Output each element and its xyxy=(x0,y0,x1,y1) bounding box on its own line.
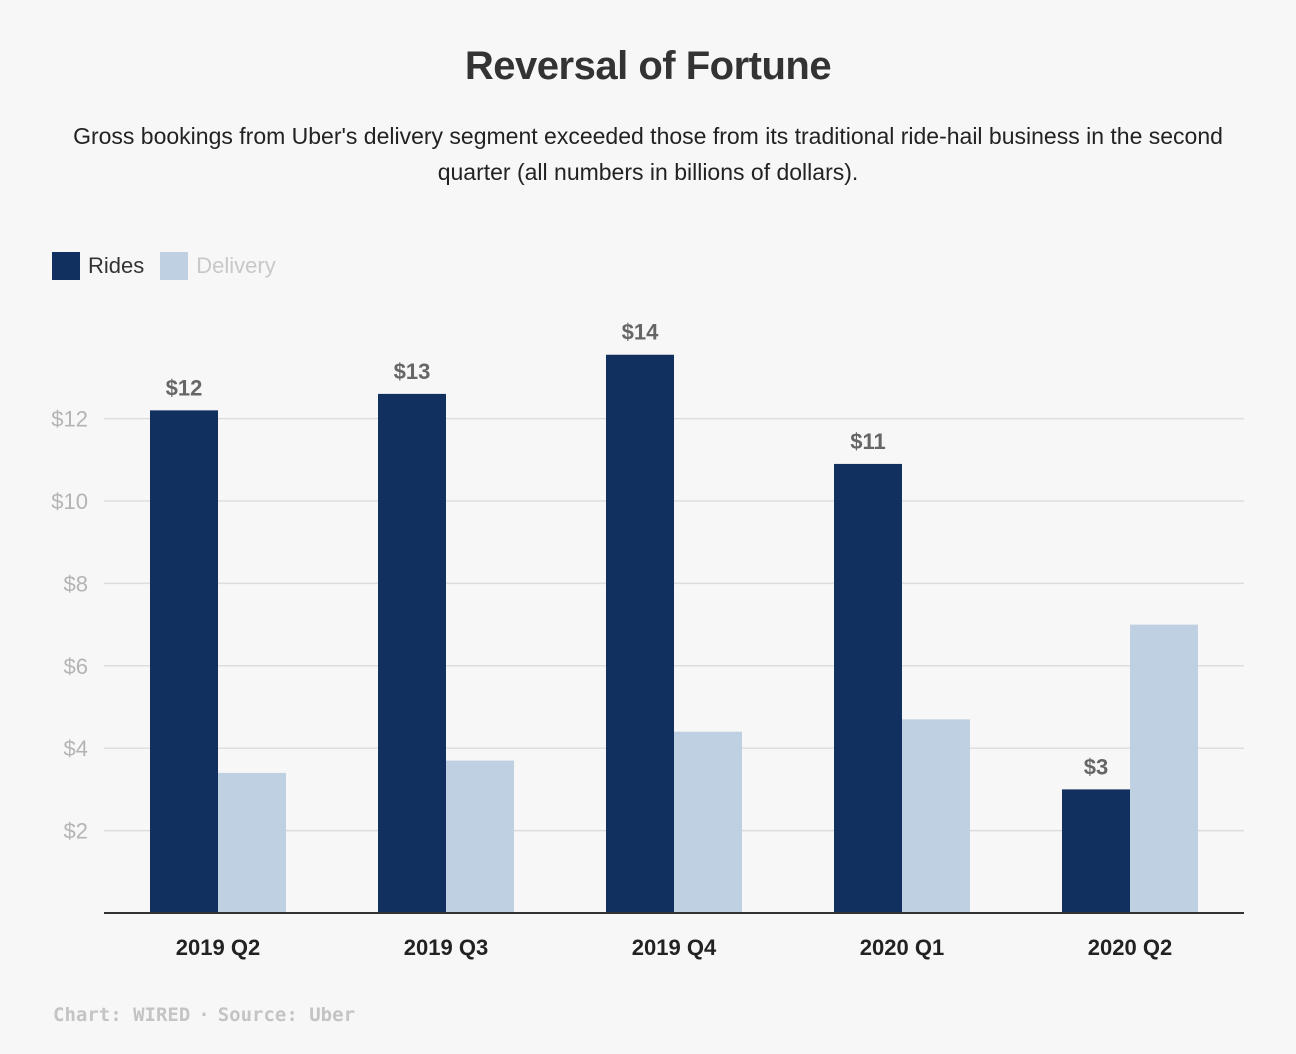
bar-rides-2 xyxy=(606,354,674,913)
legend: Rides Delivery xyxy=(52,252,292,280)
footer-separator: · xyxy=(198,1004,210,1026)
bar-delivery-1 xyxy=(446,760,514,913)
legend-label-rides: Rides xyxy=(88,253,145,278)
bar-delivery-3 xyxy=(902,719,970,913)
bar-delivery-4 xyxy=(1130,624,1198,913)
x-tick-label-2: 2019 Q4 xyxy=(632,935,717,960)
legend-item-delivery[interactable]: Delivery xyxy=(160,252,276,280)
x-tick-label-1: 2019 Q3 xyxy=(404,935,488,960)
y-tick-label-8: $8 xyxy=(64,571,88,596)
y-tick-label-4: $4 xyxy=(64,736,88,761)
chart-subtitle: Gross bookings from Uber's delivery segm… xyxy=(73,123,1223,185)
data-label-rides-2: $14 xyxy=(622,320,659,345)
legend-item-rides[interactable]: Rides xyxy=(52,252,144,280)
data-label-rides-3: $11 xyxy=(850,429,886,454)
bar-delivery-0 xyxy=(218,772,286,913)
data-label-rides-4: $3 xyxy=(1084,754,1108,779)
chart-footer: Chart: WIRED · Source: Uber xyxy=(53,1004,355,1026)
bar-rides-4 xyxy=(1062,789,1130,913)
legend-swatch-rides xyxy=(52,252,80,280)
chart-source: Source: Uber xyxy=(217,1004,356,1026)
data-label-rides-0: $12 xyxy=(166,375,203,400)
legend-label-delivery: Delivery xyxy=(196,253,276,278)
y-tick-label-2: $2 xyxy=(64,819,88,844)
chart-credit: Chart: WIRED xyxy=(53,1004,191,1026)
x-tick-label-0: 2019 Q2 xyxy=(176,935,260,960)
bar-rides-0 xyxy=(150,410,218,913)
x-tick-label-4: 2020 Q2 xyxy=(1088,935,1172,960)
legend-swatch-delivery xyxy=(160,252,189,280)
bar-rides-3 xyxy=(834,463,902,913)
y-tick-label-12: $12 xyxy=(51,407,88,432)
bar-rides-1 xyxy=(378,393,446,913)
chart-title: Reversal of Fortune xyxy=(464,44,832,88)
y-tick-label-10: $10 xyxy=(51,489,88,514)
bar-delivery-2 xyxy=(674,731,742,913)
data-label-rides-1: $13 xyxy=(394,359,431,384)
x-tick-label-3: 2020 Q1 xyxy=(860,935,944,960)
y-tick-label-6: $6 xyxy=(64,654,88,679)
